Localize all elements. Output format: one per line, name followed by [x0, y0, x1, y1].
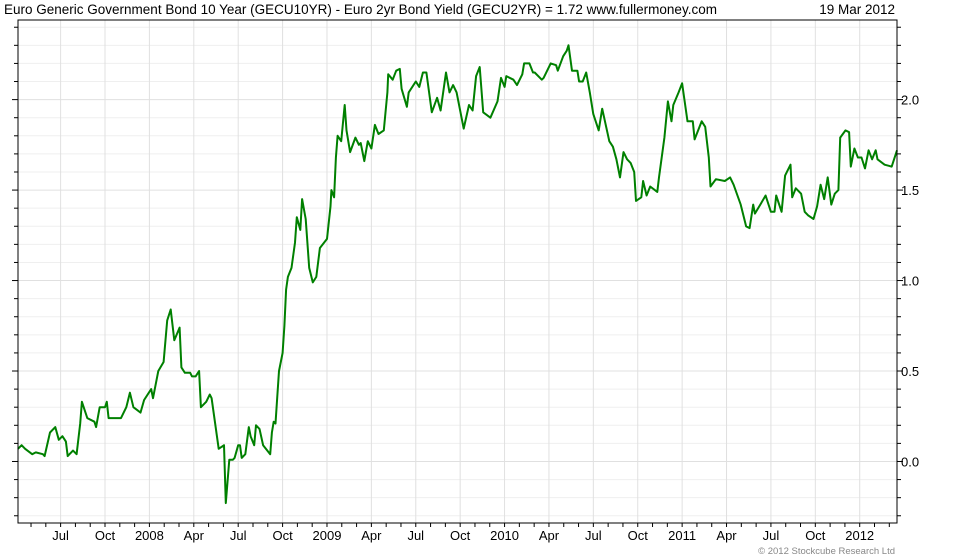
series-line	[17, 44, 898, 505]
y-tick-label: 1.5	[901, 183, 919, 198]
x-tick-label: 2011	[668, 528, 696, 543]
grid	[18, 20, 897, 523]
x-tick-label: Apr	[539, 528, 560, 543]
x-tick-label: Jul	[230, 528, 247, 543]
x-tick-label: Jul	[52, 528, 69, 543]
x-tick-label: Oct	[805, 528, 826, 543]
x-tick-label: 2008	[135, 528, 164, 543]
x-tick-label: Jul	[407, 528, 424, 543]
y-tick-label: 0.5	[901, 364, 919, 379]
x-tick-label: Oct	[272, 528, 293, 543]
x-tick-label: 2010	[490, 528, 519, 543]
chart-title: Euro Generic Government Bond 10 Year (GE…	[4, 2, 717, 17]
y-tick-label: 2.0	[901, 93, 919, 108]
series-layer	[17, 44, 898, 505]
x-tick-label: Apr	[361, 528, 382, 543]
x-tick-label: Jul	[763, 528, 780, 543]
chart-date: 19 Mar 2012	[819, 2, 895, 17]
x-tick-label: 2012	[845, 528, 874, 543]
x-tick-label: Oct	[628, 528, 649, 543]
x-tick-label: Oct	[450, 528, 471, 543]
x-tick-label: Oct	[95, 528, 116, 543]
y-tick-label: 0.0	[901, 454, 919, 469]
plot-frame	[17, 19, 898, 524]
copyright: © 2012 Stockcube Research Ltd	[758, 546, 895, 557]
x-tick-label: 2009	[313, 528, 342, 543]
x-tick-label: Apr	[184, 528, 205, 543]
x-tick-label: Jul	[585, 528, 602, 543]
axes: Jul Oct 2008 Apr Jul Oct 2009 Apr Jul Oct 2010 Apr J…	[12, 19, 919, 543]
x-tick-label: Apr	[716, 528, 737, 543]
y-tick-label: 1.0	[901, 274, 919, 289]
